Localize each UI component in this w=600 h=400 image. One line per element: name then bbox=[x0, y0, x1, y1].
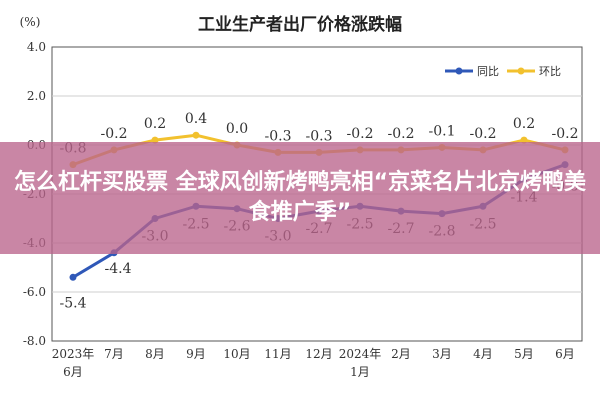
y-tick-label: -8.0 bbox=[23, 334, 46, 348]
x-tick-label: 7月 bbox=[104, 347, 124, 361]
data-point bbox=[192, 131, 200, 139]
x-tick-label: 9月 bbox=[186, 347, 206, 361]
chart-title: 工业生产者出厂价格涨跌幅 bbox=[198, 14, 402, 35]
y-axis-unit: (%) bbox=[20, 15, 41, 29]
data-label-mom: 0.2 bbox=[513, 116, 535, 132]
legend-label: 同比 bbox=[477, 65, 499, 78]
legend-label: 环比 bbox=[539, 65, 561, 78]
x-tick-label: 3月 bbox=[432, 347, 452, 361]
x-tick-label: 2月 bbox=[391, 347, 411, 361]
x-tick-label: 2024年 bbox=[339, 347, 382, 361]
y-tick-label: 2.0 bbox=[27, 89, 46, 103]
y-tick-label: 4.0 bbox=[27, 40, 46, 54]
x-tick-label: 6月 bbox=[63, 365, 83, 379]
data-point bbox=[520, 136, 528, 144]
x-tick-label: 11月 bbox=[264, 347, 291, 361]
headline-text: 怎么杠杆买股票 全球风创新烤鸭亮相“京菜名片北京烤鸭美食推广季” bbox=[13, 170, 587, 225]
data-label-mom: -0.2 bbox=[101, 126, 128, 142]
legend-marker bbox=[455, 67, 463, 75]
data-label-yoy: -4.4 bbox=[105, 261, 132, 277]
x-tick-label: 2023年 bbox=[52, 347, 95, 361]
data-label-mom: -0.1 bbox=[429, 123, 456, 139]
data-label-mom: -0.3 bbox=[306, 128, 333, 144]
x-tick-label: 6月 bbox=[555, 347, 575, 361]
data-point bbox=[69, 273, 77, 281]
data-point bbox=[151, 136, 159, 144]
data-label-mom: 0.0 bbox=[226, 121, 248, 137]
data-label-mom: -0.3 bbox=[265, 128, 292, 144]
data-label-yoy: -5.4 bbox=[60, 295, 87, 311]
data-label-mom: -0.2 bbox=[388, 126, 415, 142]
data-label-mom: -0.2 bbox=[347, 126, 374, 142]
data-label-mom: -0.2 bbox=[552, 126, 579, 142]
data-label-mom: -0.2 bbox=[470, 126, 497, 142]
data-label-mom: 0.2 bbox=[144, 116, 166, 132]
legend-marker bbox=[517, 67, 525, 75]
headline-banner: 怎么杠杆买股票 全球风创新烤鸭亮相“京菜名片北京烤鸭美食推广季” bbox=[0, 142, 600, 254]
x-tick-label: 12月 bbox=[305, 347, 332, 361]
data-label-mom: 0.4 bbox=[185, 111, 207, 127]
x-tick-label: 10月 bbox=[223, 347, 250, 361]
x-tick-label: 5月 bbox=[514, 347, 534, 361]
y-tick-label: -6.0 bbox=[23, 285, 46, 299]
x-tick-label: 8月 bbox=[145, 347, 165, 361]
x-tick-label: 4月 bbox=[473, 347, 493, 361]
x-tick-label: 1月 bbox=[350, 365, 370, 379]
